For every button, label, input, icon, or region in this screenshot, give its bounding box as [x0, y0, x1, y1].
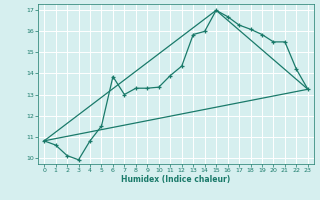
- X-axis label: Humidex (Indice chaleur): Humidex (Indice chaleur): [121, 175, 231, 184]
